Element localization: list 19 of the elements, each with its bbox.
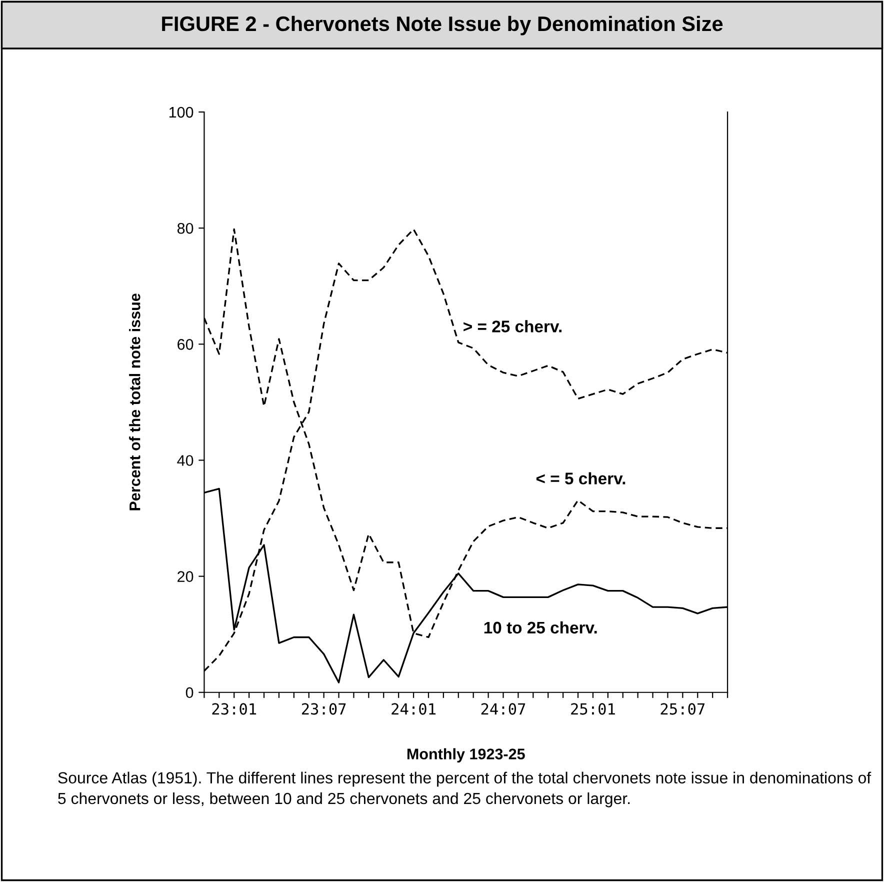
series-label: > = 25 cherv. — [464, 320, 562, 332]
x-tick-label: 25:07 — [660, 703, 705, 715]
y-tick-label: 0 — [186, 687, 194, 698]
series-label: 10 to 25 cherv. — [484, 621, 597, 634]
y-axis-title: Percent of the total note issue — [129, 294, 140, 510]
x-tick-label: 25:01 — [571, 703, 615, 715]
x-tick-label: 23:01 — [212, 703, 256, 715]
y-tick-label: 100 — [169, 106, 194, 118]
y-tick-label: 40 — [177, 455, 194, 466]
source-note: Source Atlas (1951). The different lines represent the percent of the total chervonets note issue in denominations of 5 chervonets or less, between 10 and 25 chervonets and 25 chervonets or larger. — [58, 772, 872, 808]
y-tick-label: 60 — [178, 339, 194, 350]
series-label: < = 5 cherv. — [536, 472, 626, 484]
y-tick-label: 80 — [177, 222, 194, 234]
x-tick-label: 24:01 — [392, 703, 436, 715]
chart-title: FIGURE 2 - Chervonets Note Issue by Denomination Size — [162, 16, 723, 36]
x-axis-title: Monthly 1923-25 — [407, 748, 525, 762]
y-tick-label: 20 — [178, 571, 194, 582]
x-tick-label: 24:07 — [481, 703, 526, 715]
x-tick-label: 23:07 — [302, 703, 346, 715]
